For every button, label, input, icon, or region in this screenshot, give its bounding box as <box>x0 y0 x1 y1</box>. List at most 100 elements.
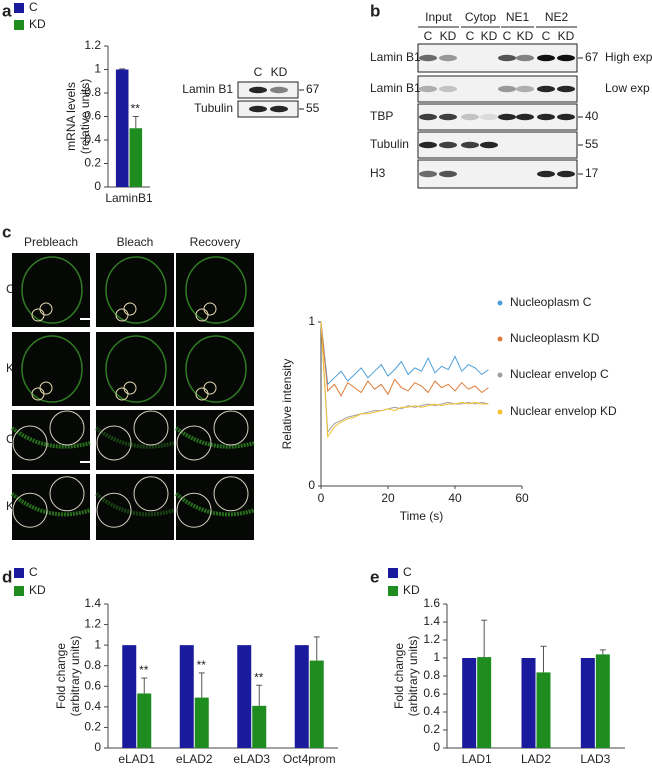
y-tick-label: 1.2 <box>84 38 101 52</box>
legend-marker <box>497 409 503 415</box>
x-axis-label: Time (s) <box>400 509 444 523</box>
y-tick-label: 0 <box>308 478 315 492</box>
y-tick-label: 0 <box>94 740 101 754</box>
blot-band <box>461 141 479 149</box>
legend-swatch <box>388 586 398 596</box>
blot-row-label: H3 <box>370 166 386 180</box>
lane-label: C <box>424 29 433 43</box>
data-line <box>320 321 489 439</box>
blot-band <box>439 54 457 62</box>
bleach-roi <box>96 425 132 461</box>
y-tick-label: 1.6 <box>423 596 440 610</box>
significance-label: ** <box>131 102 141 116</box>
nuclear-envelope <box>94 426 175 449</box>
blot-band <box>498 85 516 93</box>
group-label: NE1 <box>506 10 530 24</box>
micrograph <box>96 253 174 327</box>
blot-band <box>557 170 575 178</box>
bar <box>115 69 129 187</box>
bleach-roi <box>133 476 169 512</box>
bleach-roi <box>49 410 85 446</box>
bar <box>477 657 492 748</box>
bar <box>129 128 143 187</box>
legend-marker <box>497 372 503 378</box>
y-tick-label: 0.2 <box>423 722 440 736</box>
micrograph <box>12 332 90 406</box>
x-tick-label: 60 <box>515 491 529 505</box>
blot-band <box>461 113 479 121</box>
blot-band <box>516 113 534 121</box>
y-axis-label: Fold change <box>54 643 68 709</box>
significance-label: ** <box>197 658 207 672</box>
blot-band <box>419 54 437 62</box>
group-label: NE2 <box>545 10 569 24</box>
lane-label: KD <box>517 29 534 43</box>
blot-band <box>498 54 516 62</box>
size-label: 67 <box>585 50 599 64</box>
significance-label: ** <box>254 670 264 684</box>
legend-swatch <box>14 20 24 30</box>
bleach-roi <box>39 381 53 395</box>
x-tick-label: Oct4prom <box>283 752 336 766</box>
legend-marker <box>497 300 503 306</box>
bleach-roi <box>213 476 249 512</box>
legend-label: Nuclear envelop KD <box>510 404 617 418</box>
y-tick-label: 0.6 <box>84 678 101 692</box>
lane-label: C <box>466 29 475 43</box>
bleach-roi <box>203 381 217 395</box>
legend-label: KD <box>403 583 420 597</box>
size-label: 17 <box>585 166 599 180</box>
bar <box>179 645 194 748</box>
lane-label: KD <box>271 65 288 79</box>
y-tick-label: 0.2 <box>84 156 101 170</box>
group-label: Cytop <box>465 10 497 24</box>
panel-label: a <box>2 1 12 20</box>
legend-label: KD <box>29 17 46 31</box>
lane-label: KD <box>558 29 575 43</box>
blot-band <box>419 85 437 93</box>
bar <box>137 693 152 748</box>
blot-band <box>270 86 288 94</box>
blot-band <box>480 113 498 121</box>
size-label: 40 <box>585 109 599 123</box>
size-label: 55 <box>585 137 599 151</box>
nuclear-envelope <box>10 426 91 449</box>
legend-swatch <box>388 568 398 578</box>
nucleus-rim <box>105 335 167 403</box>
bar <box>309 660 324 748</box>
nucleus-rim <box>21 256 83 324</box>
y-tick-label: 1.4 <box>423 614 440 628</box>
blot-band <box>439 113 457 121</box>
blot-frame <box>237 81 299 99</box>
exposure-label: Low exp <box>605 81 650 95</box>
blot-band <box>557 85 575 93</box>
data-line <box>320 321 489 434</box>
y-tick-label: 0 <box>433 740 440 754</box>
x-tick-label: eLAD2 <box>176 752 213 766</box>
y-tick-label: 0 <box>94 179 101 193</box>
micrograph <box>176 410 254 470</box>
x-tick-label: LAD3 <box>580 752 610 766</box>
blot-frame <box>237 100 299 118</box>
y-tick-label: 0.6 <box>423 686 440 700</box>
y-axis-label: (relative units) <box>78 79 92 154</box>
micrograph <box>176 253 254 327</box>
row-label: C <box>6 432 15 446</box>
lane-label: C <box>503 29 512 43</box>
blot-band <box>537 85 555 93</box>
y-axis-label: (arbitrary units) <box>68 636 82 717</box>
blot-band <box>249 105 267 113</box>
bar <box>294 645 309 748</box>
x-tick-label: LaminB1 <box>105 191 153 205</box>
x-tick-label: eLAD3 <box>233 752 270 766</box>
x-tick-label: 0 <box>318 491 325 505</box>
x-tick-label: eLAD1 <box>118 752 155 766</box>
bleach-roi <box>123 302 137 316</box>
nucleus-rim <box>185 335 247 403</box>
x-tick-label: LAD2 <box>521 752 551 766</box>
blot-band <box>516 54 534 62</box>
y-axis-label: mRNA levels <box>64 82 78 151</box>
y-tick-label: 0.6 <box>84 109 101 123</box>
blot-row-label: Tubulin <box>370 137 409 151</box>
